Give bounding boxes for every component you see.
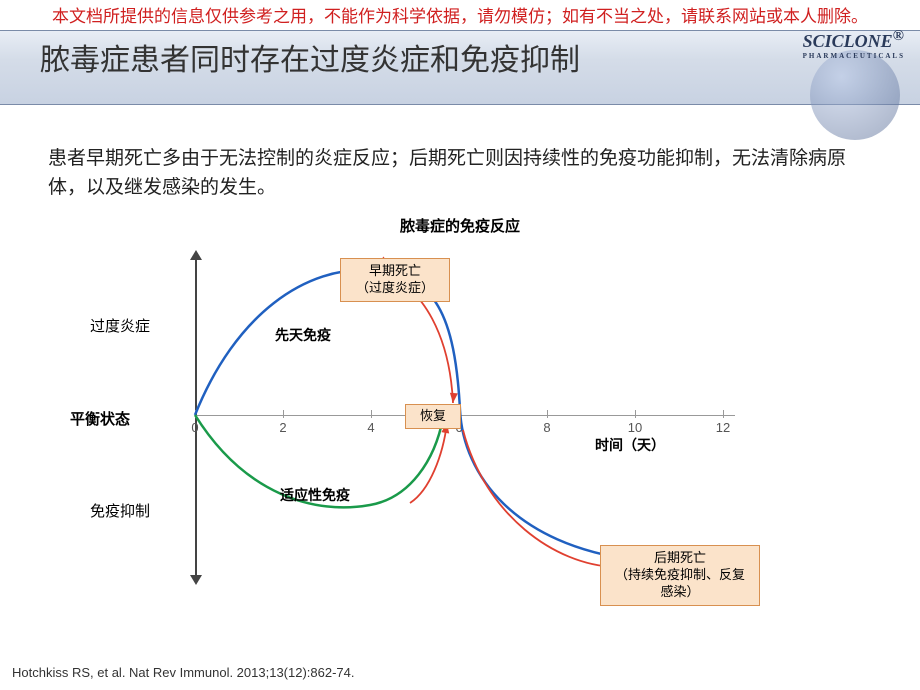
box-recover: 恢复 [405, 404, 461, 429]
logo: SCICLONE® PHARMACEUTICALS [803, 28, 905, 60]
y-label-bottom: 免疫抑制 [90, 500, 150, 521]
citation: Hotchkiss RS, et al. Nat Rev Immunol. 20… [12, 665, 355, 680]
box-early-death: 早期死亡（过度炎症） [340, 258, 450, 302]
globe-decoration [810, 50, 900, 140]
y-label-mid: 平衡状态 [70, 408, 130, 429]
label-innate: 先天免疫 [275, 325, 331, 345]
label-adaptive: 适应性免疫 [280, 485, 350, 505]
disclaimer-text: 本文档所提供的信息仅供参考之用，不能作为科学依据，请勿模仿；如有不当之处，请联系… [30, 5, 890, 29]
body-paragraph: 患者早期死亡多由于无法控制的炎症反应；后期死亡则因持续性的免疫功能抑制，无法清除… [48, 145, 872, 202]
logo-text: SCICLONE [803, 31, 893, 51]
logo-subtext: PHARMACEUTICALS [803, 52, 905, 60]
chart-title: 脓毒症的免疫反应 [0, 215, 920, 236]
chart-area: 过度炎症 平衡状态 免疫抑制 时间（天） 024681012 先天免疫 适应性免… [115, 240, 815, 620]
slide-title: 脓毒症患者同时存在过度炎症和免疫抑制 [40, 35, 580, 79]
curves-container [195, 255, 755, 585]
curves-svg [195, 255, 755, 585]
y-label-top: 过度炎症 [90, 315, 150, 336]
box-late-death: 后期死亡（持续免疫抑制、反复感染） [600, 545, 760, 606]
logo-reg: ® [893, 28, 904, 44]
